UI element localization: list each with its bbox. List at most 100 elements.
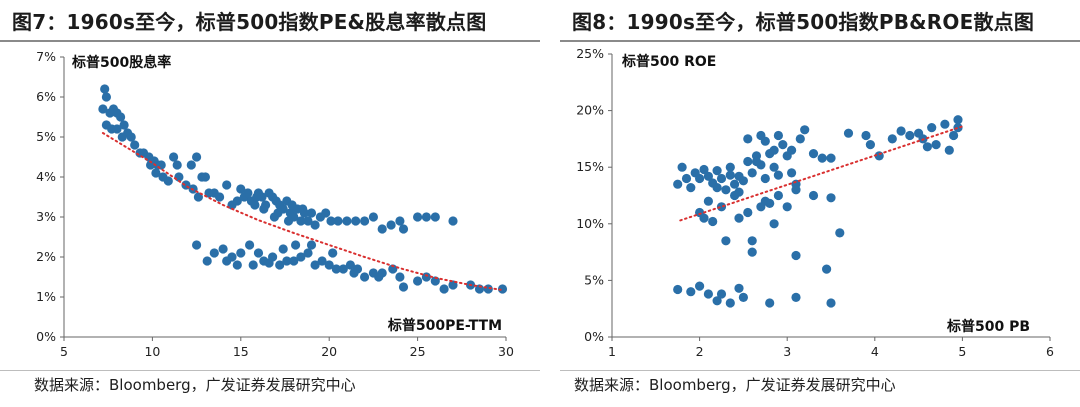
data-point	[953, 115, 963, 125]
data-point	[151, 168, 161, 178]
data-point	[791, 185, 801, 195]
data-point	[116, 112, 126, 122]
data-point	[795, 134, 805, 144]
data-point	[351, 216, 361, 226]
data-point	[949, 130, 959, 141]
data-point	[333, 216, 343, 226]
y-tick-label: 2%	[36, 249, 56, 264]
data-point	[253, 248, 264, 258]
data-point	[243, 188, 253, 198]
data-point	[232, 196, 242, 206]
y-tick-label: 7%	[36, 49, 56, 64]
data-point	[747, 236, 757, 246]
data-point	[360, 216, 370, 226]
data-point	[360, 272, 370, 282]
y-tick-label: 1%	[36, 289, 56, 304]
x-tick-label: 6	[1046, 344, 1054, 359]
data-point	[421, 272, 431, 282]
data-point	[303, 248, 313, 258]
y-tick-label: 4%	[36, 169, 56, 184]
data-point	[326, 216, 336, 226]
data-point	[101, 92, 111, 102]
data-point	[248, 260, 258, 270]
scatter-chart-pb-roe: 0% 5% 10% 15% 20% 25% 1 2 3 4 5 6 标普500 ROE 标普500 PB	[576, 46, 1054, 359]
data-point	[699, 213, 709, 223]
trend-line	[101, 132, 502, 291]
data-point	[927, 123, 937, 133]
data-point	[865, 140, 875, 150]
title-divider	[560, 40, 1080, 42]
data-point	[298, 204, 308, 214]
data-point	[791, 292, 801, 302]
data-point	[725, 170, 735, 180]
data-point	[232, 260, 242, 270]
data-point	[673, 284, 683, 295]
data-point	[156, 160, 166, 170]
x-tick-label: 2	[696, 344, 704, 359]
data-point	[289, 256, 299, 266]
y-tick-label: 5%	[584, 272, 604, 287]
data-point	[743, 134, 753, 144]
data-point	[808, 190, 819, 201]
data-point	[413, 212, 423, 222]
data-point	[791, 250, 801, 261]
x-axis-label: 标普500PE-TTM	[387, 317, 502, 334]
data-point	[743, 207, 753, 218]
data-point	[760, 173, 770, 184]
data-point	[291, 240, 301, 250]
data-point	[215, 192, 225, 202]
data-point	[817, 153, 827, 163]
data-point	[686, 183, 696, 193]
data-point	[328, 248, 338, 258]
data-point	[725, 162, 735, 172]
x-tick-label: 3	[783, 344, 791, 359]
data-point	[769, 145, 779, 155]
figure-title: 图8：1990s至今，标普500指数PB&ROE散点图	[572, 10, 1035, 34]
data-point	[250, 200, 260, 210]
title-divider	[0, 40, 540, 42]
data-point	[944, 145, 954, 155]
data-point	[306, 208, 317, 218]
data-point	[119, 120, 129, 130]
data-point	[677, 162, 687, 172]
data-point	[310, 260, 320, 270]
data-point	[386, 220, 396, 230]
data-point	[236, 248, 246, 258]
data-point	[296, 252, 306, 262]
chart-panel-left: 图7：1960s至今，标普500指数PE&股息率散点图 0% 1% 2% 3% 4% 5%…	[0, 10, 540, 394]
data-point	[773, 190, 783, 201]
data-point	[953, 123, 963, 133]
data-point	[287, 200, 297, 210]
data-point	[725, 298, 735, 308]
data-point	[349, 268, 359, 278]
data-point	[738, 292, 748, 302]
data-point	[686, 287, 696, 297]
data-point	[324, 260, 334, 270]
data-point	[699, 164, 709, 175]
data-point	[169, 152, 179, 162]
data-point	[712, 296, 722, 306]
data-point	[673, 179, 683, 189]
x-tick-label: 25	[410, 344, 426, 359]
data-point	[861, 130, 871, 141]
data-point	[421, 212, 431, 222]
data-point	[896, 126, 906, 136]
data-point	[787, 145, 797, 155]
data-point	[716, 289, 727, 299]
data-point	[439, 284, 449, 294]
data-point	[826, 298, 836, 308]
y-tick-label: 25%	[576, 46, 604, 61]
data-point	[743, 156, 753, 167]
data-point	[703, 171, 713, 181]
data-point	[202, 256, 212, 266]
y-tick-label: 20%	[576, 103, 604, 118]
data-point	[374, 272, 384, 282]
data-point	[826, 193, 836, 203]
x-tick-label: 15	[233, 344, 249, 359]
data-point	[712, 183, 722, 193]
data-point	[765, 298, 775, 308]
x-tick-label: 1	[608, 344, 616, 359]
data-point	[192, 240, 202, 250]
x-tick-label: 4	[871, 344, 879, 359]
y-tick-label: 6%	[36, 89, 56, 104]
